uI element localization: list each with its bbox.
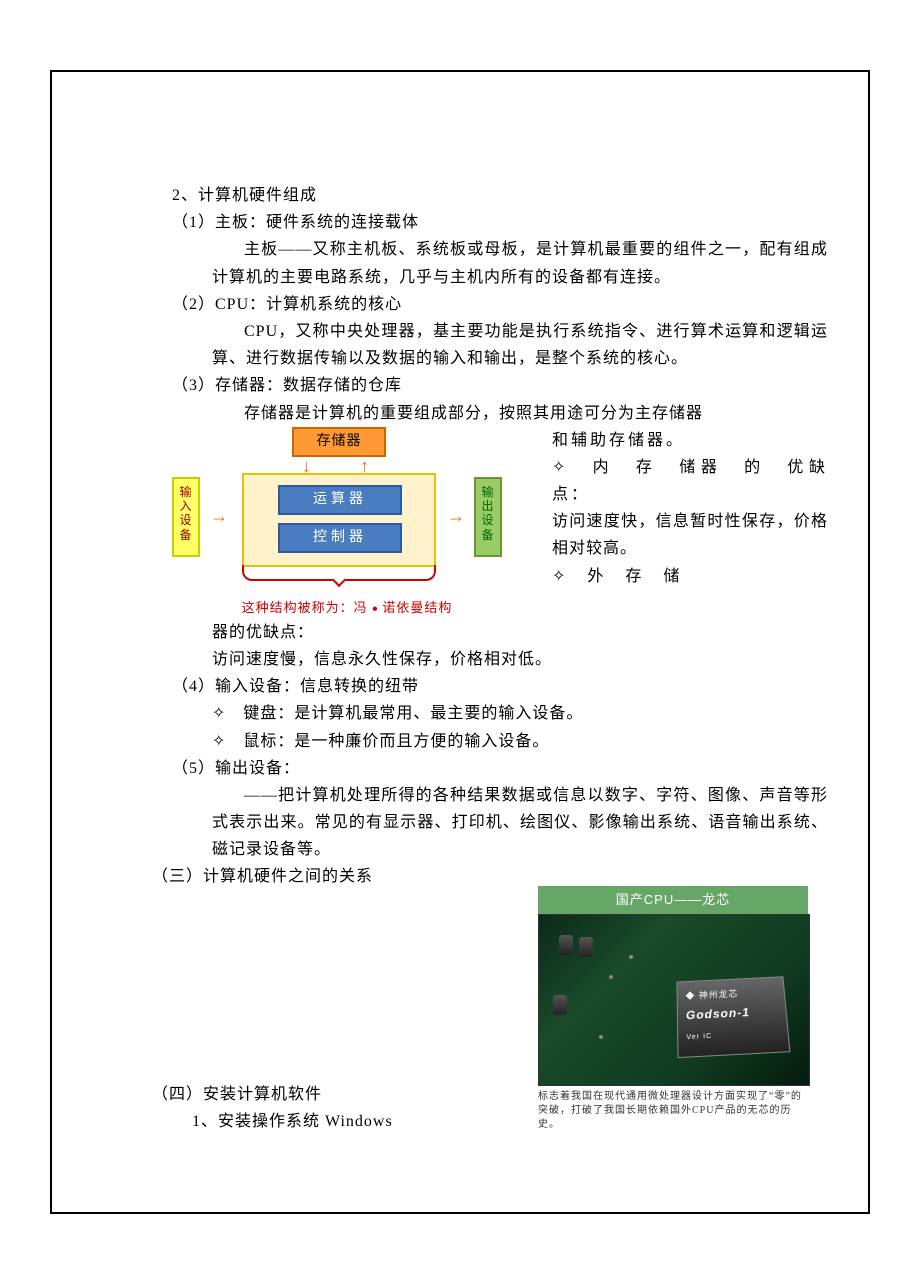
item2-title: （2）CPU：计算机系统的核心 [172,291,828,318]
mouse-line: ✧ 鼠标：是一种廉价而且方便的输入设备。 [212,728,828,755]
diagram-and-wrap: 存储器 ↓ ↑ 运算器 控制器 输入设备 输出设备 → → [152,427,828,619]
diagram-cpu-area: 运算器 控制器 [242,473,436,567]
content: 2、计算机硬件组成 （1）主板：硬件系统的连接载体 主板——又称主机板、系统板或… [152,182,828,1135]
wrap-line1: 和辅助存储器。 [552,427,828,454]
diagram-input-label: 输入设备 [179,485,192,542]
page: 2、计算机硬件组成 （1）主板：硬件系统的连接载体 主板——又称主机板、系统板或… [0,0,920,1274]
diagram-caption: 这种结构被称为：冯 ● 诺依曼结构 [152,597,542,619]
diagram-storage-box: 存储器 [292,427,386,457]
cpu-card-title: 国产CPU——龙芯 [538,886,808,914]
out-mem-suffix: 器的优缺点： [212,619,828,646]
heading-hardware: 2、计算机硬件组成 [172,182,828,209]
diamond-icon: ✧ [552,459,568,476]
diamond-icon: ✧ [552,568,568,585]
capacitor-icon [553,995,567,1015]
pcb-dot-icon [599,1035,603,1039]
caption-post: 诺依曼结构 [382,600,452,615]
diagram-output-label: 输出设备 [481,485,494,542]
cpu-caption: 标志着我国在现代通用微处理器设计方面实现了“零”的突破，打破了我国长期依赖国外C… [538,1090,808,1132]
chip-brand-text: 神州龙芯 [699,989,739,1000]
chip-model: Godson-1 [686,1001,779,1026]
diagram-brace [242,565,436,581]
cpu-card: 国产CPU——龙芯 ◆ 神州龙芯 Godson-1 Ver IC 标志着我国在现… [538,886,808,1132]
capacitor-icon [559,935,573,955]
out-mem-body: 访问速度慢，信息永久性保存，价格相对低。 [212,646,828,673]
item3-intro: 存储器是计算机的重要组成部分，按照其用途可分为主存储器 [212,400,828,427]
item5-body: ——把计算机处理所得的各种结果数据或信息以数字、字符、图像、声音等形式表示出来。… [212,782,828,864]
in-mem-title: 内 存 储器 的 优缺点： [552,459,828,503]
item4-title: （4）输入设备：信息转换的纽带 [172,673,828,700]
diagram-output-box: 输出设备 [474,477,502,557]
wrap-line2: 访问速度快，信息暂时性保存，价格相对较高。 [552,508,828,562]
kb-line: ✧ 键盘：是计算机最常用、最主要的输入设备。 [212,700,828,727]
bullet-dot-icon: ● [372,603,383,614]
item1-title: （1）主板：硬件系统的连接载体 [172,209,828,236]
item1-body: 主板——又称主机板、系统板或母板，是计算机最重要的组件之一，配有组成计算机的主要… [212,236,828,290]
cpu-photo: ◆ 神州龙芯 Godson-1 Ver IC [538,914,810,1086]
diagram-input-box: 输入设备 [172,477,200,557]
kb-text: 键盘：是计算机最常用、最主要的输入设备。 [243,705,583,722]
item5-title: （5）输出设备： [172,755,828,782]
caption-pre: 这种结构被称为：冯 [242,600,368,615]
cpu-chip: ◆ 神州龙芯 Godson-1 Ver IC [676,976,790,1058]
arrow-icon: → [447,507,466,525]
item2-body: CPU，又称中央处理器，基主要功能是执行系统指令、进行算术运算和逻辑运算、进行数… [212,318,828,372]
von-neumann-diagram: 存储器 ↓ ↑ 运算器 控制器 输入设备 输出设备 → → [152,427,542,619]
wrap-text-right: 和辅助存储器。 ✧ 内 存 储器 的 优缺点： 访问速度快，信息暂时性保存，价格… [552,427,828,590]
diamond-icon: ✧ [212,733,226,750]
diagram-alu-box: 运算器 [278,485,402,515]
mouse-text: 鼠标：是一种廉价而且方便的输入设备。 [243,733,549,750]
wrap-bullet-in: ✧ 内 存 储器 的 优缺点： [552,454,828,508]
arrow-icon: → [210,507,229,525]
diamond-icon: ✧ [212,705,226,722]
capacitor-icon [579,937,593,957]
wrap-bullet-out: ✧ 外 存 储 [552,563,828,590]
diagram-ctrl-box: 控制器 [278,523,402,553]
out-mem-prefix: 外 存 储 [587,568,682,585]
chip-ver: Ver IC [686,1027,780,1044]
document-frame: 2、计算机硬件组成 （1）主板：硬件系统的连接载体 主板——又称主机板、系统板或… [50,70,870,1214]
pcb-dot-icon [629,955,633,959]
item3-title: （3）存储器：数据存储的仓库 [172,372,828,399]
pcb-dot-icon [609,975,613,979]
